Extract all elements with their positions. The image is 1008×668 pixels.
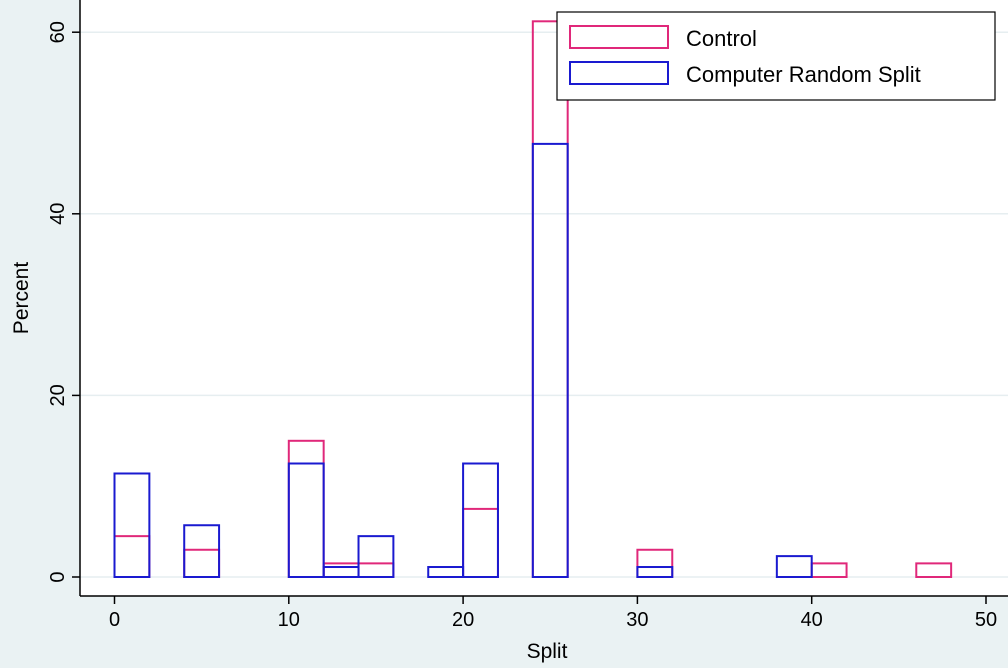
legend-swatch-control [569, 25, 669, 49]
x-tick-label: 30 [626, 609, 648, 631]
bar-computer-random-split-14 [357, 535, 395, 579]
y-tick-label: 0 [47, 571, 69, 582]
bar-computer-random-split-24 [531, 142, 569, 578]
bar-computer-random-split-4 [183, 524, 221, 579]
x-tick-label: 0 [109, 609, 120, 631]
x-tick-label: 40 [801, 609, 823, 631]
x-tick-label: 10 [278, 609, 300, 631]
y-axis-title: Percent [10, 262, 33, 335]
y-tick-label: 20 [47, 384, 69, 406]
bar-computer-random-split-10 [287, 462, 325, 578]
bar-control-46 [915, 562, 953, 579]
bar-computer-random-split-30 [636, 566, 674, 579]
x-tick-label: 20 [452, 609, 474, 631]
legend: Control Computer Random Split [556, 11, 996, 101]
legend-label-control: Control [686, 26, 757, 51]
x-tick-label: 50 [975, 609, 997, 631]
bar-computer-random-split-38 [775, 555, 813, 579]
bar-computer-random-split-0 [113, 472, 151, 579]
x-axis-title: Split [527, 640, 568, 663]
axes [79, 0, 1008, 597]
legend-swatch-computer-random-split [569, 61, 669, 85]
y-tick-label: 40 [47, 203, 69, 225]
legend-label-computer-random-split: Computer Random Split [686, 62, 921, 87]
bar-computer-random-split-20 [462, 462, 499, 578]
ticks: 0 20 40 60 0 10 20 30 40 50 [47, 21, 997, 631]
y-tick-label: 60 [47, 21, 69, 43]
bars [113, 20, 953, 579]
